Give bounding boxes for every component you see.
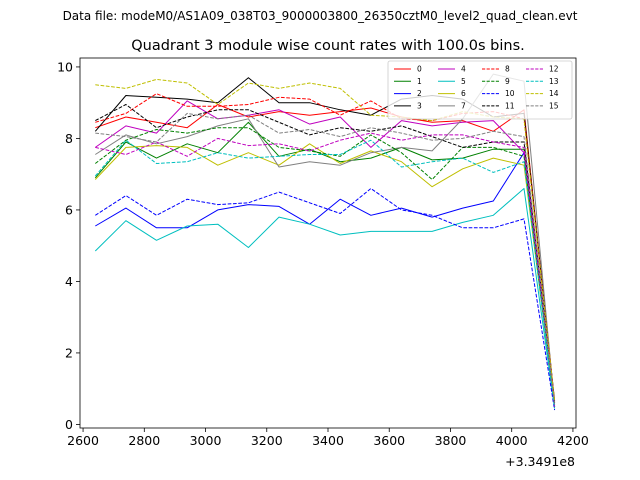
legend-label-10: 10: [505, 89, 515, 98]
legend-label-14: 14: [549, 89, 559, 98]
x-tick-label: 3200: [251, 433, 283, 448]
series-line-0: [95, 104, 556, 404]
series-line-15: [95, 112, 556, 405]
series-line-5: [94, 188, 556, 409]
legend-label-2: 2: [417, 89, 422, 98]
chart-title: Quadrant 3 module wise count rates with …: [131, 38, 525, 54]
legend-label-12: 12: [549, 65, 559, 74]
series-line-4: [95, 100, 556, 407]
series-line-10: [95, 188, 556, 411]
x-tick-label: 4200: [557, 433, 589, 448]
legend-label-9: 9: [505, 77, 510, 86]
series-line-13: [94, 139, 556, 409]
legend-label-0: 0: [417, 65, 422, 74]
x-tick-label: 3800: [435, 433, 467, 448]
series-line-12: [95, 132, 556, 407]
legend-label-4: 4: [461, 65, 466, 74]
series-line-1: [94, 121, 556, 407]
y-tick-label: 6: [65, 202, 73, 217]
legend-label-3: 3: [417, 101, 422, 110]
y-tick-label: 2: [65, 345, 73, 360]
axes: 2600 2800 3000 3200 3400 3600 3800 4000 4200 0 2 4 6…: [57, 57, 589, 448]
y-tick-label: 10: [57, 59, 73, 74]
x-axis-offset-label: +3.3491e8: [505, 454, 575, 469]
y-tick-label: 0: [65, 417, 73, 432]
x-tick-label: 4000: [496, 433, 528, 448]
legend-label-6: 6: [461, 89, 466, 98]
series-line-2: [95, 152, 556, 407]
y-tick-label: 4: [65, 274, 73, 289]
series-line-9: [94, 127, 556, 407]
legend-box: [387, 60, 573, 120]
figure-suptitle: Data file: modeM0/AS1A09_038T03_90000038…: [63, 9, 578, 23]
legend-label-5: 5: [461, 77, 466, 86]
legend-label-7: 7: [461, 101, 466, 110]
x-tick-label: 2800: [128, 433, 160, 448]
series-line-11: [95, 104, 556, 404]
x-tick-label: 3600: [373, 433, 405, 448]
x-tick-label: 2600: [67, 433, 99, 448]
legend-label-8: 8: [505, 65, 510, 74]
legend-label-15: 15: [549, 101, 559, 110]
legend-label-1: 1: [417, 77, 422, 86]
x-tick-label: 3000: [190, 433, 222, 448]
x-tick-label: 3400: [312, 433, 344, 448]
plot-area: [94, 73, 556, 411]
y-tick-label: 8: [65, 131, 73, 146]
legend-label-13: 13: [549, 77, 559, 86]
legend-label-11: 11: [505, 101, 515, 110]
